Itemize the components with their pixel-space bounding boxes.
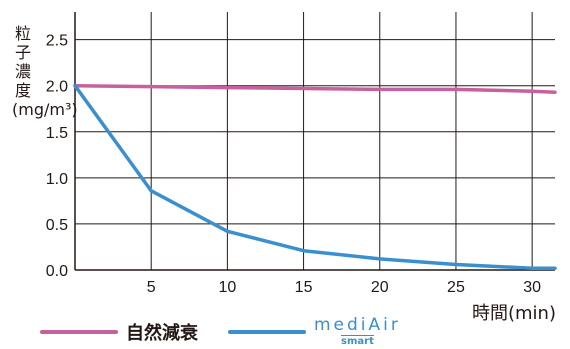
series-line-0	[73, 83, 557, 94]
y-tick-label: 2.0	[46, 79, 68, 96]
y-tick-label: 1.5	[46, 125, 68, 142]
x-axis-label: 時間(min)	[472, 303, 556, 324]
x-tick-label: 10	[218, 279, 236, 296]
legend-label-natural-decay: 自然減衰	[126, 323, 198, 344]
legend-swatch-mediair	[228, 330, 306, 334]
brand-main-text: mediAir	[314, 315, 401, 335]
series-lines	[73, 83, 557, 270]
grid-lines	[75, 12, 555, 270]
x-tick-label: 15	[295, 279, 313, 296]
y-tick-label: 2.5	[46, 33, 68, 50]
y-tick-label: 1.0	[46, 171, 68, 188]
brand-sub-text: smart	[341, 335, 374, 347]
axes	[74, 12, 555, 271]
legend-item-mediair: mediAir smart	[228, 317, 401, 347]
y-tick-label: 0.5	[46, 217, 68, 234]
x-tick-label: 20	[371, 279, 389, 296]
legend-swatch-natural-decay	[40, 330, 118, 334]
medi-air-logo-icon: mediAir smart	[314, 317, 401, 347]
y-axis-label: 粒子濃度(mg/m³)	[12, 24, 78, 119]
tick-labels: 0.0 0.5 1.0 1.5 2.0 2.5 5 10 15 20 25 30	[46, 33, 541, 296]
legend-item-natural-decay: 自然減衰	[40, 319, 198, 345]
series-line-1	[73, 83, 557, 270]
y-tick-label: 0.0	[46, 263, 68, 280]
x-tick-label: 30	[523, 279, 541, 296]
legend: 自然減衰 mediAir smart	[40, 317, 431, 347]
x-tick-label: 25	[447, 279, 465, 296]
x-tick-label: 5	[147, 279, 156, 296]
